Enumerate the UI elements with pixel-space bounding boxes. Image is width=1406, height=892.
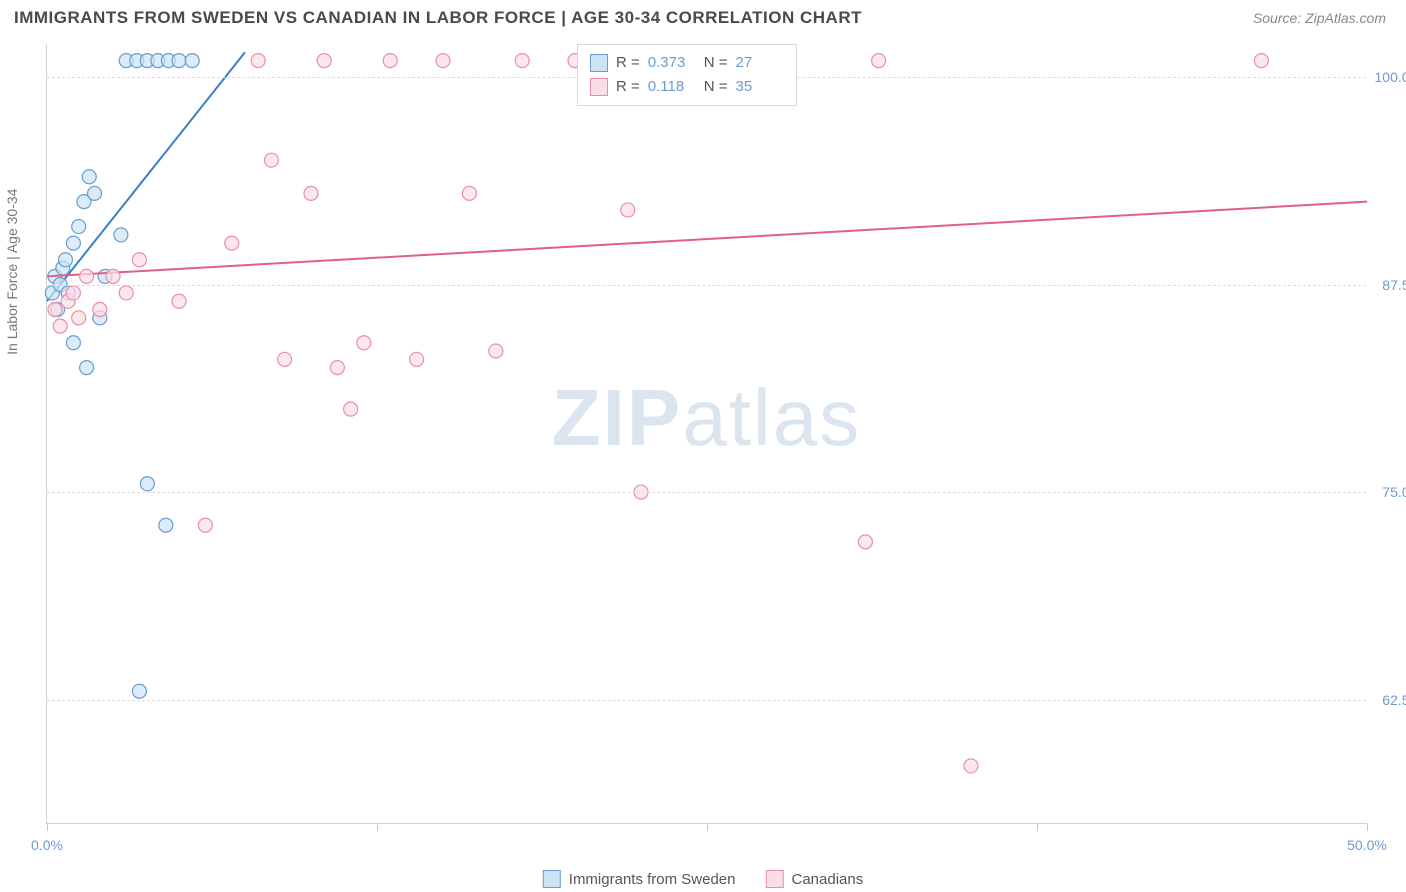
legend-n-label: N = (704, 51, 728, 75)
data-point (278, 352, 292, 366)
gridline-h (47, 285, 1366, 286)
data-point (357, 336, 371, 350)
ytick-label: 100.0% (1372, 69, 1406, 85)
data-point (132, 253, 146, 267)
ytick-label: 87.5% (1372, 277, 1406, 293)
data-point (344, 402, 358, 416)
correlation-legend: R = 0.373 N = 27 R = 0.118 N = 35 (577, 44, 797, 106)
chart-plot-area: R =0.373N =27R =0.118N =35 ZIPatlas 62.5… (46, 44, 1366, 824)
data-point (66, 236, 80, 250)
data-point (140, 477, 154, 491)
trend-line (47, 52, 245, 301)
xtick (1367, 823, 1368, 831)
data-point (172, 294, 186, 308)
series-legend-item: Canadians (766, 870, 864, 888)
xtick (1037, 823, 1038, 831)
data-point (410, 352, 424, 366)
data-point (304, 186, 318, 200)
legend-n-label: N = (704, 75, 728, 99)
data-point (172, 54, 186, 68)
xtick (47, 823, 48, 831)
data-point (1254, 54, 1268, 68)
data-point (317, 54, 331, 68)
legend-swatch (590, 78, 608, 96)
data-point (88, 186, 102, 200)
series-legend-item: Immigrants from Sweden (543, 870, 736, 888)
data-point (198, 518, 212, 532)
data-point (72, 311, 86, 325)
data-point (964, 759, 978, 773)
chart-title: IMMIGRANTS FROM SWEDEN VS CANADIAN IN LA… (14, 8, 862, 28)
data-point (330, 361, 344, 375)
data-point (66, 286, 80, 300)
legend-n-value: 27 (736, 51, 784, 75)
data-point (114, 228, 128, 242)
xtick (377, 823, 378, 831)
data-point (159, 518, 173, 532)
ytick-label: 75.0% (1372, 484, 1406, 500)
data-point (58, 253, 72, 267)
data-point (80, 361, 94, 375)
data-point (436, 54, 450, 68)
y-axis-label: In Labor Force | Age 30-34 (4, 189, 20, 355)
data-point (251, 54, 265, 68)
data-point (106, 269, 120, 283)
data-point (858, 535, 872, 549)
data-point (185, 54, 199, 68)
data-point (264, 153, 278, 167)
scatter-plot-svg (47, 44, 1366, 823)
data-point (119, 286, 133, 300)
legend-r-label: R = (616, 75, 640, 99)
data-point (225, 236, 239, 250)
series-legend-label: Immigrants from Sweden (569, 871, 736, 888)
gridline-h (47, 700, 1366, 701)
data-point (872, 54, 886, 68)
series-legend-label: Canadians (792, 871, 864, 888)
series-legend: Immigrants from Sweden Canadians (543, 870, 863, 888)
data-point (489, 344, 503, 358)
chart-header: IMMIGRANTS FROM SWEDEN VS CANADIAN IN LA… (0, 0, 1406, 34)
data-point (82, 170, 96, 184)
gridline-h (47, 492, 1366, 493)
data-point (462, 186, 476, 200)
data-point (383, 54, 397, 68)
correlation-legend-row: R = 0.373 N = 27 (590, 51, 784, 75)
data-point (93, 303, 107, 317)
data-point (72, 220, 86, 234)
legend-r-value: 0.373 (648, 51, 696, 75)
xtick-label: 0.0% (31, 837, 63, 853)
data-point (66, 336, 80, 350)
trend-line (47, 202, 1367, 277)
legend-swatch (766, 870, 784, 888)
ytick-label: 62.5% (1372, 692, 1406, 708)
legend-swatch (590, 54, 608, 72)
data-point (515, 54, 529, 68)
legend-r-label: R = (616, 51, 640, 75)
legend-r-value: 0.118 (648, 75, 696, 99)
legend-n-value: 35 (736, 75, 784, 99)
data-point (80, 269, 94, 283)
data-point (48, 303, 62, 317)
xtick-label: 50.0% (1347, 837, 1387, 853)
data-point (53, 319, 67, 333)
chart-source: Source: ZipAtlas.com (1253, 10, 1386, 26)
legend-swatch (543, 870, 561, 888)
correlation-legend-row: R = 0.118 N = 35 (590, 75, 784, 99)
data-point (621, 203, 635, 217)
xtick (707, 823, 708, 831)
data-point (132, 684, 146, 698)
